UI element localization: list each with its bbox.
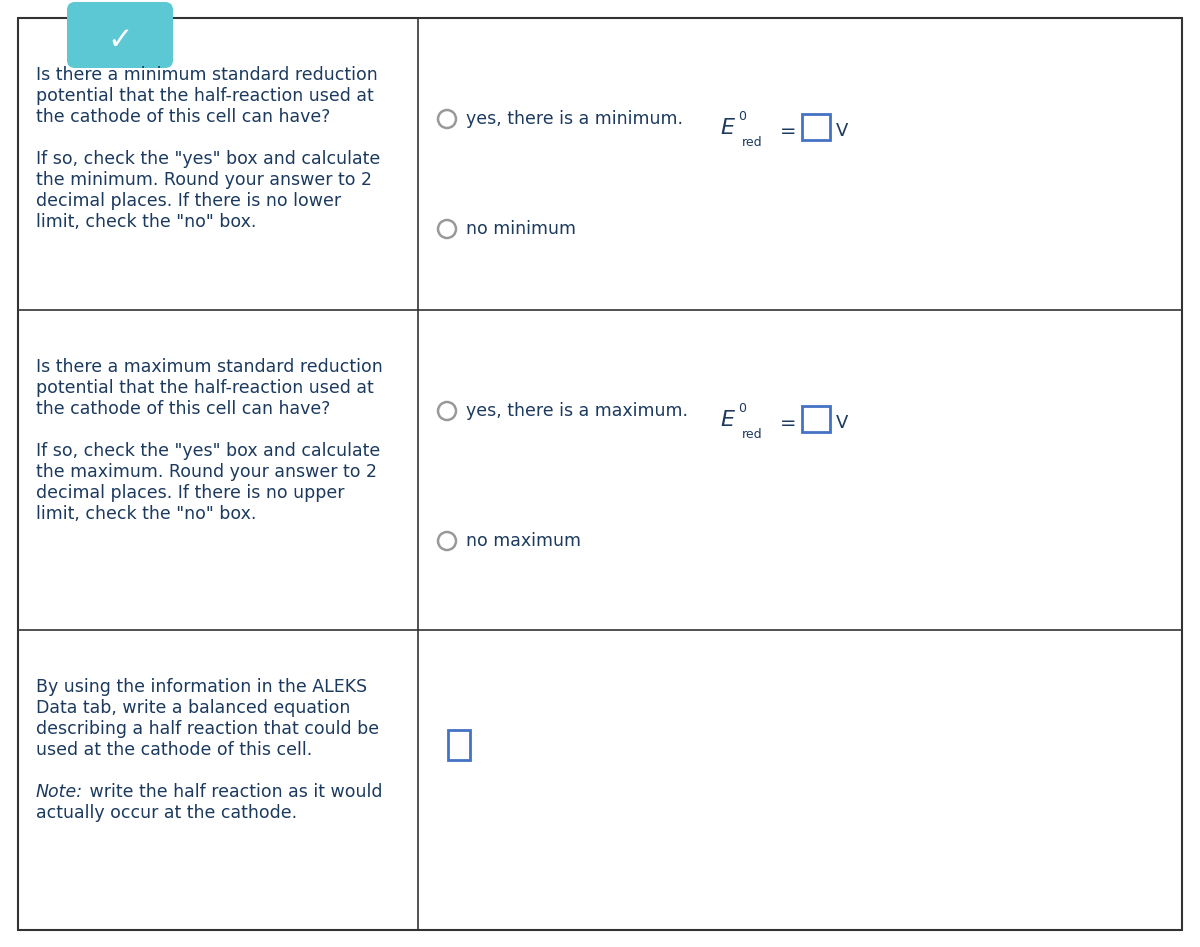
- Text: describing a half reaction that could be: describing a half reaction that could be: [36, 720, 379, 738]
- Circle shape: [438, 402, 456, 420]
- Text: =: =: [780, 122, 797, 141]
- Text: red: red: [742, 428, 763, 441]
- Text: limit, check the "no" box.: limit, check the "no" box.: [36, 213, 257, 231]
- Text: By using the information in the ALEKS: By using the information in the ALEKS: [36, 678, 367, 696]
- Text: no maximum: no maximum: [466, 532, 581, 550]
- Text: the minimum. Round your answer to 2: the minimum. Round your answer to 2: [36, 171, 372, 189]
- Text: decimal places. If there is no lower: decimal places. If there is no lower: [36, 192, 341, 210]
- Text: decimal places. If there is no upper: decimal places. If there is no upper: [36, 484, 344, 502]
- Circle shape: [438, 532, 456, 550]
- Text: If so, check the "yes" box and calculate: If so, check the "yes" box and calculate: [36, 150, 380, 168]
- Text: $E$: $E$: [720, 118, 736, 138]
- Text: =: =: [780, 414, 797, 433]
- Text: the maximum. Round your answer to 2: the maximum. Round your answer to 2: [36, 463, 377, 481]
- Circle shape: [438, 220, 456, 238]
- Text: the cathode of this cell can have?: the cathode of this cell can have?: [36, 400, 330, 418]
- FancyBboxPatch shape: [67, 2, 173, 68]
- Text: no minimum: no minimum: [466, 220, 576, 238]
- Text: V: V: [836, 122, 848, 140]
- Bar: [802, 406, 830, 432]
- Text: write the half reaction as it would: write the half reaction as it would: [84, 783, 383, 801]
- Text: actually occur at the cathode.: actually occur at the cathode.: [36, 804, 298, 822]
- Text: If so, check the "yes" box and calculate: If so, check the "yes" box and calculate: [36, 442, 380, 460]
- Text: limit, check the "no" box.: limit, check the "no" box.: [36, 505, 257, 523]
- Text: potential that the half-reaction used at: potential that the half-reaction used at: [36, 87, 373, 105]
- Text: red: red: [742, 136, 763, 149]
- Text: 0: 0: [738, 402, 746, 415]
- Text: $E$: $E$: [720, 410, 736, 430]
- Text: Is there a minimum standard reduction: Is there a minimum standard reduction: [36, 66, 378, 84]
- Bar: [448, 730, 470, 760]
- Circle shape: [438, 110, 456, 128]
- Text: ✓: ✓: [107, 26, 133, 55]
- Text: 0: 0: [738, 110, 746, 123]
- Text: potential that the half-reaction used at: potential that the half-reaction used at: [36, 379, 373, 397]
- Text: Data tab, write a balanced equation: Data tab, write a balanced equation: [36, 699, 350, 717]
- Bar: [802, 114, 830, 140]
- Text: used at the cathode of this cell.: used at the cathode of this cell.: [36, 741, 312, 759]
- Text: yes, there is a maximum.: yes, there is a maximum.: [466, 402, 688, 420]
- Text: yes, there is a minimum.: yes, there is a minimum.: [466, 110, 683, 128]
- Text: the cathode of this cell can have?: the cathode of this cell can have?: [36, 108, 330, 126]
- Text: Note:: Note:: [36, 783, 83, 801]
- Text: Is there a maximum standard reduction: Is there a maximum standard reduction: [36, 358, 383, 376]
- Text: V: V: [836, 414, 848, 432]
